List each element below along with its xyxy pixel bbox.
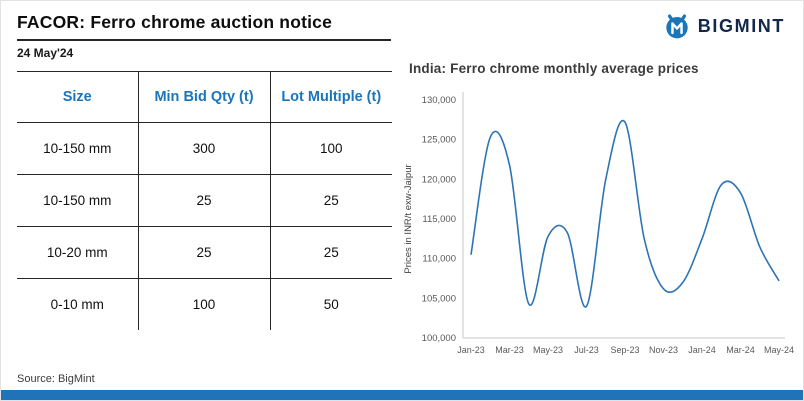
col-header-size: Size <box>17 71 139 123</box>
cell-lot-multiple: 100 <box>270 122 392 175</box>
price-chart: 100,000 105,000 110,000 115,000 120,000 125,0… <box>403 92 794 355</box>
source-label: Source: BigMint <box>17 373 95 385</box>
cell-min-bid-qty: 100 <box>138 278 271 330</box>
cell-lot-multiple: 25 <box>270 226 392 279</box>
svg-text:Nov-23: Nov-23 <box>649 345 678 355</box>
col-header-min-bid-qty: Min Bid Qty (t) <box>138 71 271 123</box>
col-header-lot-multiple: Lot Multiple (t) <box>270 71 392 123</box>
svg-text:Jan-24: Jan-24 <box>688 345 716 355</box>
cell-size: 10-20 mm <box>17 226 139 279</box>
svg-text:105,000: 105,000 <box>422 293 456 304</box>
svg-text:Mar-23: Mar-23 <box>495 345 524 355</box>
cell-min-bid-qty: 25 <box>138 226 271 279</box>
date-label: 24 May'24 <box>17 46 74 60</box>
cell-lot-multiple: 25 <box>270 174 392 227</box>
svg-text:Jan-23: Jan-23 <box>457 345 485 355</box>
chart-panel: India: Ferro chrome monthly average pric… <box>399 61 799 377</box>
chart-title: India: Ferro chrome monthly average pric… <box>409 61 699 76</box>
cell-size: 0-10 mm <box>17 278 139 330</box>
svg-text:110,000: 110,000 <box>422 254 456 265</box>
svg-text:Prices in INR/t exw-Jaipur: Prices in INR/t exw-Jaipur <box>403 164 414 273</box>
svg-text:May-23: May-23 <box>533 345 563 355</box>
cell-min-bid-qty: 300 <box>138 122 271 175</box>
svg-text:125,000: 125,000 <box>422 135 456 146</box>
bigmint-logo-icon <box>666 14 688 39</box>
table-row: 10-20 mm 25 25 <box>17 226 392 279</box>
cell-lot-multiple: 50 <box>323 297 339 312</box>
table-header-row: Size Min Bid Qty (t) Lot Multiple (t) <box>17 71 392 123</box>
cell-size: 10-150 mm <box>17 122 139 175</box>
svg-text:115,000: 115,000 <box>422 214 456 225</box>
header: FACOR: Ferro chrome auction notice 24 Ma… <box>17 12 391 60</box>
cell-min-bid-qty: 25 <box>138 174 271 227</box>
svg-text:120,000: 120,000 <box>422 174 456 185</box>
page-title: FACOR: Ferro chrome auction notice <box>17 12 391 41</box>
bigmint-logo: BIGMINT <box>663 12 785 40</box>
svg-text:100,000: 100,000 <box>422 333 456 344</box>
svg-text:Jul-23: Jul-23 <box>574 345 599 355</box>
auction-table: Size Min Bid Qty (t) Lot Multiple (t) 10… <box>17 71 392 330</box>
svg-text:Sep-23: Sep-23 <box>610 345 639 355</box>
table-row: 10-150 mm 25 25 <box>17 174 392 227</box>
svg-text:Mar-24: Mar-24 <box>726 345 755 355</box>
bottom-accent-bar <box>1 390 803 400</box>
cell-size: 10-150 mm <box>17 174 139 227</box>
table-row: 10-150 mm 300 100 <box>17 122 392 175</box>
svg-text:130,000: 130,000 <box>422 95 456 106</box>
svg-text:May-24: May-24 <box>764 345 794 355</box>
bigmint-brand-text: BIGMINT <box>697 15 785 36</box>
table-row: 0-10 mm 100 50 <box>17 278 392 330</box>
